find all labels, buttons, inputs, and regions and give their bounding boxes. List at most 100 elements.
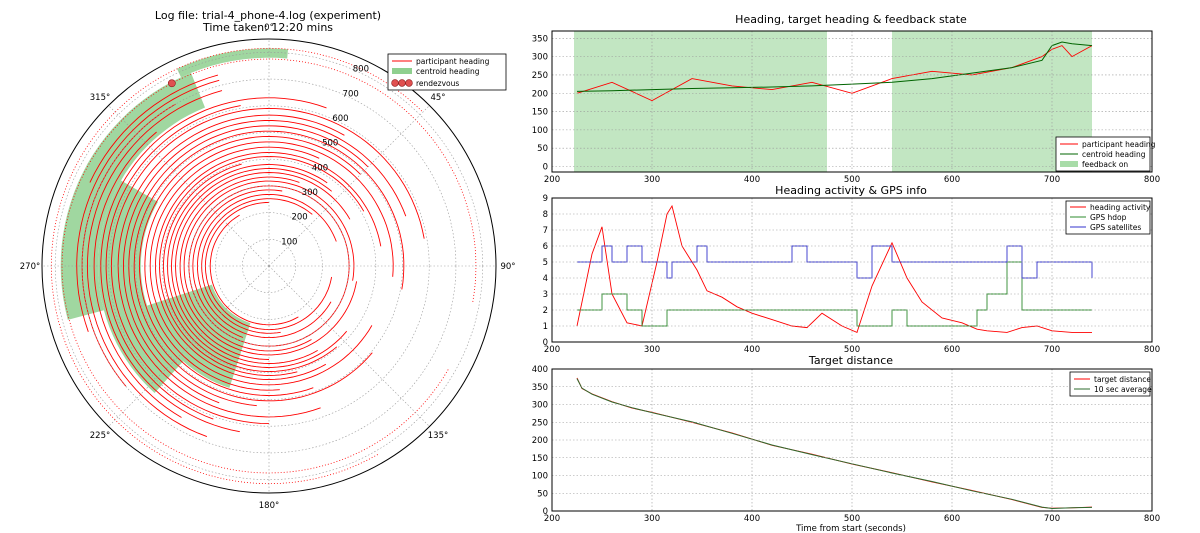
polar-outer-circle <box>41 38 497 494</box>
gps-satellites-line <box>577 245 1093 279</box>
participant-arc-10 <box>167 164 348 368</box>
heading-legend-swatch-feedback <box>1060 161 1078 167</box>
activity-title: Heading activity & GPS info <box>775 184 927 197</box>
participant-arc-8 <box>175 172 351 360</box>
legend-label-centroid: centroid heading <box>416 67 480 76</box>
polar-subtitle: Time taken: 12:20 mins <box>202 21 333 34</box>
distance-chart: Target distance Time from start (seconds… <box>532 354 1160 533</box>
participant-arc-9 <box>171 168 332 364</box>
distance-xtick-1: 300 <box>644 514 660 524</box>
polar-angle-label-6: 270° <box>20 262 40 272</box>
polar-grid-spoke-3 <box>268 265 430 427</box>
activity-xtick-2: 400 <box>744 345 760 355</box>
participant-arc-23 <box>100 97 327 433</box>
activity-ytick-9: 9 <box>543 194 548 204</box>
participant-arc-4 <box>192 189 283 338</box>
activity-ytick-4: 4 <box>543 274 548 284</box>
polar-radial-label-4: 500 <box>322 139 338 149</box>
activity-ytick-8: 8 <box>543 210 548 220</box>
heading-ytick-6: 300 <box>532 53 548 63</box>
participant-arc-1 <box>204 201 333 331</box>
heading-legend-participant: participant heading <box>1082 140 1156 149</box>
activity-xtick-4: 600 <box>944 345 960 355</box>
activity-legend: heading activity GPS hdop GPS satellites <box>1065 200 1151 235</box>
heading-ytick-4: 200 <box>532 89 548 99</box>
legend-swatch-rendezvous-1 <box>391 79 399 87</box>
heading-xtick-0: 200 <box>544 175 560 185</box>
activity-axes: 200 300 400 500 600 700 800 0 1 2 3 4 5 6 7 8 9 <box>543 194 1161 355</box>
polar-grid-circle-3 <box>161 158 377 374</box>
heading-frame <box>551 30 1153 173</box>
polar-grid-spoke-5 <box>108 265 270 427</box>
distance-xtick-4: 600 <box>944 514 960 524</box>
activity-legend-activity: heading activity <box>1090 203 1151 212</box>
participant-heading-line <box>576 45 1093 102</box>
polar-angle-label-3: 135° <box>428 431 448 441</box>
centroid-band-1 <box>98 180 184 393</box>
distance-marks <box>576 377 1093 510</box>
participant-arc-0 <box>209 214 299 326</box>
polar-angle-label-7: 315° <box>90 93 110 103</box>
polar-radial-label-1: 200 <box>291 213 307 223</box>
activity-legend-satellites: GPS satellites <box>1090 223 1141 232</box>
heading-chart: Heading, target heading & feedback state… <box>532 13 1160 185</box>
heading-xtick-5: 700 <box>1044 175 1060 185</box>
participant-arc-27 <box>76 79 220 332</box>
participant-arc-18 <box>128 125 369 407</box>
distance-ytick-7: 350 <box>532 383 548 393</box>
participant-arc-28 <box>89 74 219 183</box>
activity-xtick-5: 700 <box>1044 345 1060 355</box>
heading-xtick-4: 600 <box>944 175 960 185</box>
participant-arc-14 <box>149 146 373 386</box>
polar-title: Log file: trial-4_phone-4.log (experimen… <box>155 9 381 22</box>
distance-ytick-0: 0 <box>543 507 548 517</box>
participant-arc-13 <box>155 152 382 380</box>
heading-ytick-2: 100 <box>532 126 548 136</box>
centroid-band-3 <box>177 48 288 78</box>
participant-dotted-arc-1 <box>50 47 424 485</box>
target-distance-line <box>576 377 1093 509</box>
participant-arc-5 <box>188 185 350 347</box>
heading-ytick-5: 250 <box>532 71 548 81</box>
polar-grid-spoke-7 <box>108 105 270 267</box>
participant-arc-11 <box>163 163 338 372</box>
legend-label-participant: participant heading <box>416 57 490 66</box>
polar-radial-label-3: 400 <box>312 163 328 173</box>
polar-grid-circle-0 <box>241 238 297 294</box>
activity-xtick-3: 500 <box>844 345 860 355</box>
legend-swatch-centroid <box>392 68 412 74</box>
centroid-heading-line <box>576 41 1093 92</box>
participant-arc-15 <box>144 141 394 391</box>
polar-labels: 0° 45° 90° 135° 180° 225° 270° 315° 100 200 300 400… <box>20 23 516 511</box>
activity-ytick-2: 2 <box>543 306 548 316</box>
distance-ytick-1: 50 <box>537 489 548 499</box>
heading-ytick-1: 50 <box>537 144 548 154</box>
participant-arc-24 <box>93 131 182 418</box>
polar-radial-label-6: 700 <box>343 89 359 99</box>
heading-axes: 200 300 400 500 600 700 800 0 50 100 150 200 250 300 3… <box>532 30 1160 185</box>
distance-axes: 200 300 400 500 600 700 800 0 50 100 150 200 250 300 3… <box>532 365 1160 524</box>
distance-xtick-2: 400 <box>744 514 760 524</box>
heading-legend: participant heading centroid heading fee… <box>1055 136 1156 172</box>
activity-marks <box>576 204 1093 334</box>
distance-title: Target distance <box>808 354 893 367</box>
heading-activity-line <box>576 204 1092 334</box>
distance-legend: target distance 10 sec average <box>1069 371 1152 397</box>
participant-arc-21 <box>110 107 425 425</box>
participant-arc-3 <box>196 193 337 339</box>
participant-arc-6 <box>183 180 355 352</box>
activity-ytick-1: 1 <box>543 322 548 332</box>
activity-legend-hdop: GPS hdop <box>1090 213 1127 222</box>
distance-xtick-6: 800 <box>1144 514 1160 524</box>
activity-ytick-5: 5 <box>543 258 548 268</box>
polar-radial-label-0: 100 <box>281 237 297 247</box>
heading-legend-centroid: centroid heading <box>1082 150 1146 159</box>
distance-ytick-2: 100 <box>532 472 548 482</box>
legend-label-rendezvous: rendezvous <box>416 79 459 88</box>
polar-radial-label-7: 800 <box>353 65 369 75</box>
polar-angle-label-0: 0° <box>264 23 274 33</box>
polar-grid-circle-2 <box>188 185 350 347</box>
distance-xtick-0: 200 <box>544 514 560 524</box>
distance-legend-average: 10 sec average <box>1094 385 1152 394</box>
